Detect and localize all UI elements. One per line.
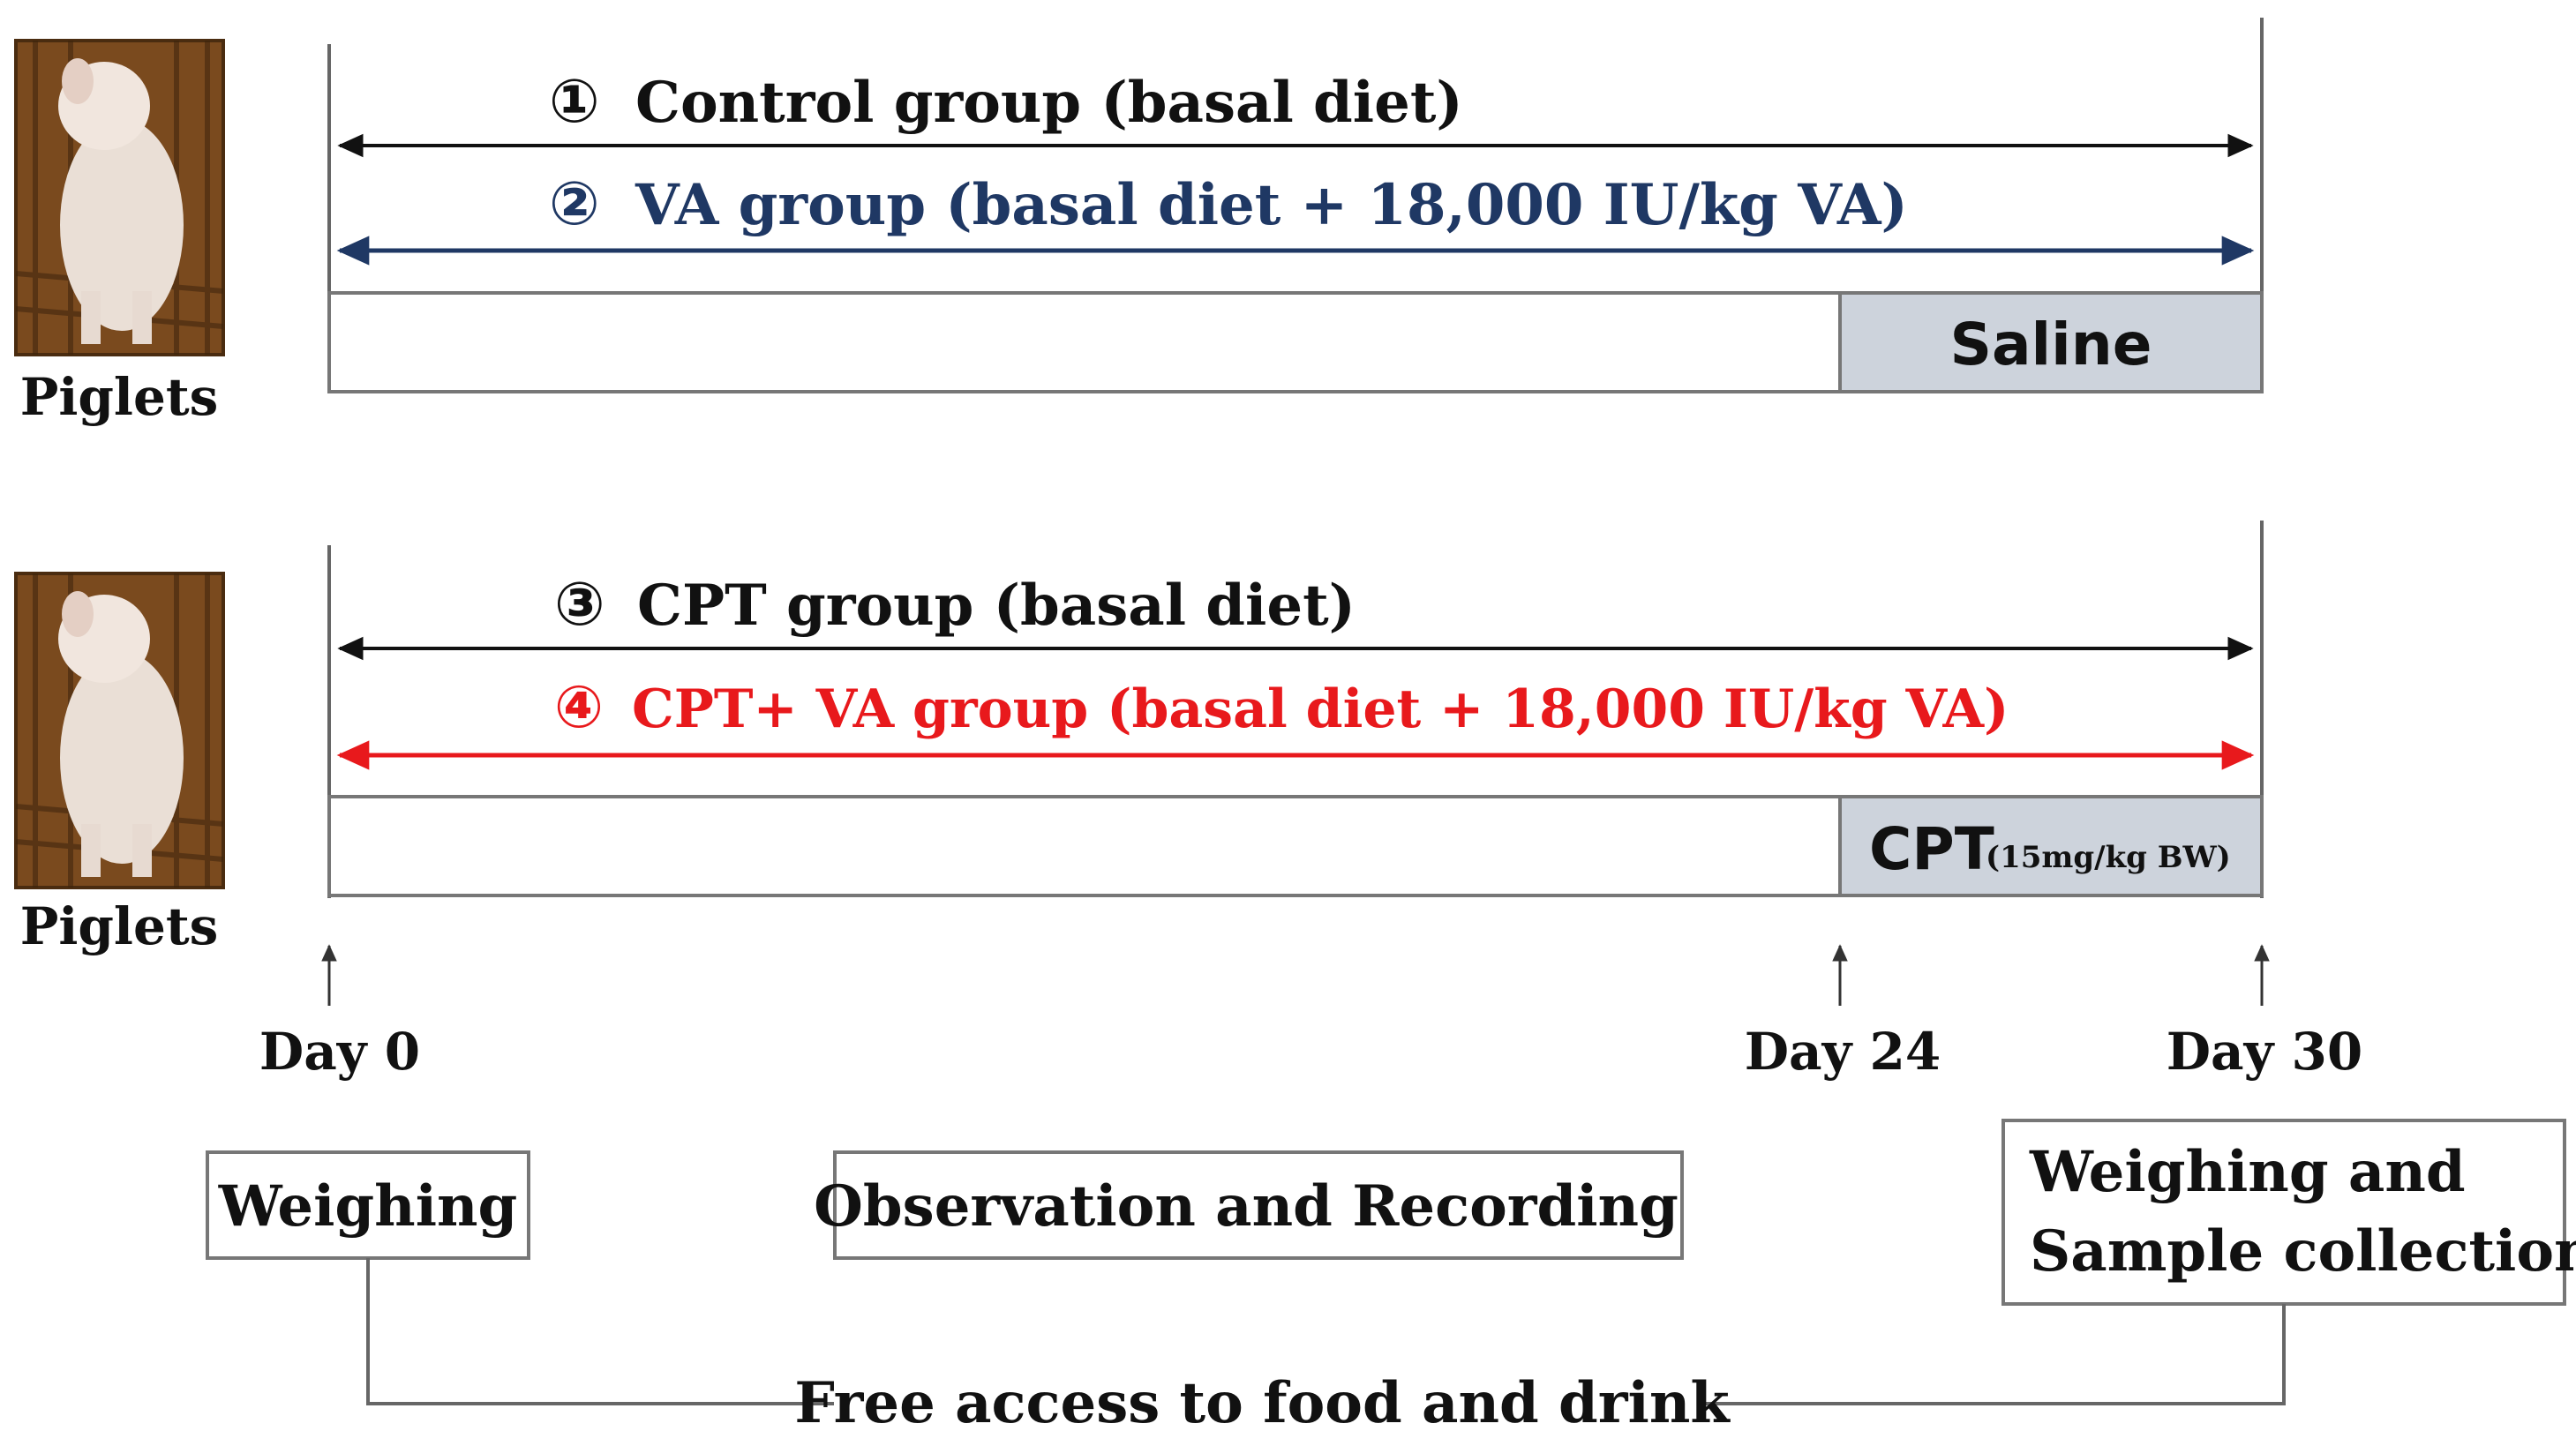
observation-label: Observation and Recording bbox=[814, 1173, 1679, 1240]
day24-label: Day 24 bbox=[1745, 1022, 1941, 1082]
weighing-label: Weighing bbox=[218, 1173, 518, 1240]
group2-marker: ② bbox=[549, 169, 600, 239]
cpt-dose-label: (15mg/kg BW) bbox=[1986, 840, 2231, 875]
free-access-connector: Free access to food and drink bbox=[366, 1258, 2286, 1436]
weighing-box bbox=[206, 1150, 530, 1260]
piglet-silhouette-bottom bbox=[58, 591, 184, 877]
cpt-injection-box bbox=[1838, 795, 2264, 897]
day30-label: Day 30 bbox=[2167, 1022, 2362, 1082]
group3-label: CPT group (basal diet) bbox=[637, 573, 1356, 639]
piglet-silhouette-top bbox=[58, 58, 184, 344]
panel-bottom: ③ CPT group (basal diet) ④ CPT+ VA group… bbox=[327, 521, 2264, 898]
piglets-label-bottom: Piglets bbox=[20, 896, 219, 956]
connector-left bbox=[366, 1258, 834, 1405]
group2-label: VA group (basal diet + 18,000 IU/kg VA) bbox=[635, 172, 1908, 238]
group3-marker: ③ bbox=[554, 570, 605, 640]
day0-label: Day 0 bbox=[259, 1022, 420, 1082]
group4-marker: ④ bbox=[554, 673, 604, 741]
panel-top: ① Control group (basal diet) ② VA group … bbox=[327, 18, 2264, 393]
cpt-label: CPT bbox=[1869, 815, 1994, 883]
final-box-line1: Weighing and bbox=[2029, 1139, 2466, 1205]
group1-label: Control group (basal diet) bbox=[635, 70, 1463, 136]
group1-marker: ① bbox=[549, 67, 600, 137]
connector-right bbox=[1703, 1304, 2286, 1405]
piglet-photo-top bbox=[14, 39, 225, 356]
final-sampling-box bbox=[2001, 1119, 2566, 1306]
piglets-label-top: Piglets bbox=[20, 367, 219, 427]
saline-label: Saline bbox=[1949, 311, 2152, 378]
timeline: Day 0 Day 24 Day 30 bbox=[259, 944, 2362, 1082]
piglet-photo-bottom bbox=[14, 572, 225, 889]
final-box-line2: Sample collection bbox=[2030, 1218, 2576, 1285]
activity-boxes: Weighing Observation and Recording Weigh… bbox=[206, 1119, 2576, 1306]
group4-label: CPT+ VA group (basal diet + 18,000 IU/kg… bbox=[632, 678, 2009, 740]
observation-box bbox=[833, 1150, 1684, 1260]
saline-injection-box bbox=[1838, 291, 2264, 393]
free-access-label: Free access to food and drink bbox=[794, 1370, 1731, 1436]
